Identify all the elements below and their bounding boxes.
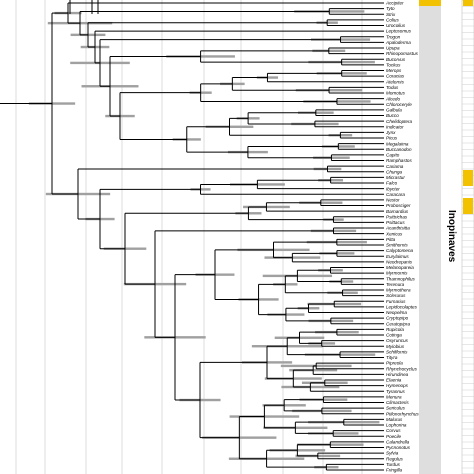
clade-label-inopinaves: Inopinaves [446,210,457,263]
taxon-label: Calandrella [386,439,410,444]
taxon-label: Indicator [386,124,404,129]
taxon-label: Myrmornis [386,271,408,276]
taxon-labels: AccipiterTytoStrixColiusUrocoliusLeptoso… [385,1,419,473]
taxon-label: Calyptomena [386,248,414,253]
scale-highlight [463,170,473,186]
taxon-label: Eurylaimus [386,254,409,259]
taxon-label: Sylvia [386,451,399,456]
taxon-label: Rhinopomastus [386,51,419,56]
taxon-label: Capito [386,153,400,158]
taxon-label: Urocolius [386,23,406,28]
taxon-label: Ptilonorhynchus [386,411,419,416]
taxon-label: Lepidocolaptes [386,304,418,309]
taxon-label: Megalaima [386,141,409,146]
taxon-label: Chunga [386,169,403,174]
taxon-label: Myiobius [386,344,405,349]
taxon-label: Cotinga [386,333,402,338]
taxon-label: Apaloderma [385,40,411,45]
taxon-label: Todus [386,85,399,90]
taxon-label: Psittrichas [386,214,408,219]
taxon-label: Hirundinea [386,372,409,377]
taxon-label: Tityra [386,355,398,360]
taxon-label: Rhynchocyclus [386,366,418,371]
taxon-label: Schiffornis [386,349,408,354]
taxon-label: Lophorina [386,423,407,428]
taxon-label: Tyto [386,6,395,11]
taxon-label: Hymenops [386,383,409,388]
clade-highlight-panel [419,0,441,474]
taxon-label: Accipiter [385,1,404,6]
panel-highlight [419,0,441,6]
taxon-label: Buccanodon [386,147,412,152]
taxon-label: Momotus [386,91,406,96]
taxon-label: Pipreola [386,361,403,366]
taxon-label: Coracias [386,74,405,79]
taxon-label: Barnardius [386,209,409,214]
taxon-label: Thamnophilus [386,276,416,281]
taxon-label: Ramphastos [386,158,412,163]
time-gridlines [15,0,363,474]
taxon-label: Ceratopipra [386,321,410,326]
taxon-label: Falco [386,181,398,186]
taxon-label: Climacteris [386,400,409,405]
taxon-label: Tyrannus [386,389,406,394]
taxon-label: Neopelma [386,310,407,315]
taxon-label: Tockus [386,62,401,67]
taxon-label: Cryptopipo [386,316,409,321]
taxon-label: Regulus [386,456,404,461]
taxon-label: Corvus [386,428,401,433]
taxon-label: Trogon [386,34,401,39]
taxon-label: Psittacus [386,220,405,225]
taxon-label: Chelidoptera [386,119,412,124]
taxon-label: Colius [386,17,399,22]
taxon-label: Rupicola [386,327,404,332]
taxon-label: Myrmothera [386,288,411,293]
taxon-label: Pitta [386,237,396,242]
scale-highlight [463,0,473,6]
taxon-label: Chloroceryle [386,102,412,107]
taxon-label: Galbula [386,108,402,113]
taxon-label: Ibycter [386,186,400,191]
taxon-label: Poecile [386,434,402,439]
taxon-label: Nestor [386,198,400,203]
taxon-label: Upupa [386,46,400,51]
taxon-label: Neodrepanis [386,259,413,264]
taxon-label: Bucorvus [386,57,406,62]
taxon-label: Pycnonotus [386,445,411,450]
taxon-label: Furnarius [386,299,406,304]
taxon-label: Picus [386,136,398,141]
taxon-label: Atelornis [385,79,405,84]
taxon-label: Cariama [386,164,404,169]
taxon-label: Sclerurus [386,293,406,298]
taxon-label: Melanopareia [386,265,414,270]
taxon-label: Sericulus [386,406,406,411]
taxon-label: Malurus [386,417,403,422]
taxon-label: Micrastur [386,175,405,180]
taxon-label: Elaenia [386,378,402,383]
taxon-label: Caracara [386,192,405,197]
taxon-label: Oxyruncus [386,338,409,343]
taxon-label: Terenura [386,282,405,287]
taxon-label: Alcedo [385,96,400,101]
taxon-label: Strix [386,12,396,17]
taxon-label: Leptosomus [386,29,412,34]
taxon-label: Fringilla [386,468,403,473]
taxon-label: Turdus [386,462,401,467]
taxon-label: Smithornis [386,243,408,248]
taxon-label: Acanthisitta [385,226,410,231]
scale-highlight [463,198,473,214]
taxon-label: Merops [386,68,402,73]
taxon-label: Bucco [386,113,399,118]
taxon-label: Xenicus [385,231,403,236]
scale-column [461,0,474,474]
right-scale-column [419,0,474,474]
tree-branches [0,0,384,471]
taxon-label: Menura [386,394,402,399]
taxon-label: Probosciger [386,203,411,208]
taxon-label: Jynx [385,130,396,135]
